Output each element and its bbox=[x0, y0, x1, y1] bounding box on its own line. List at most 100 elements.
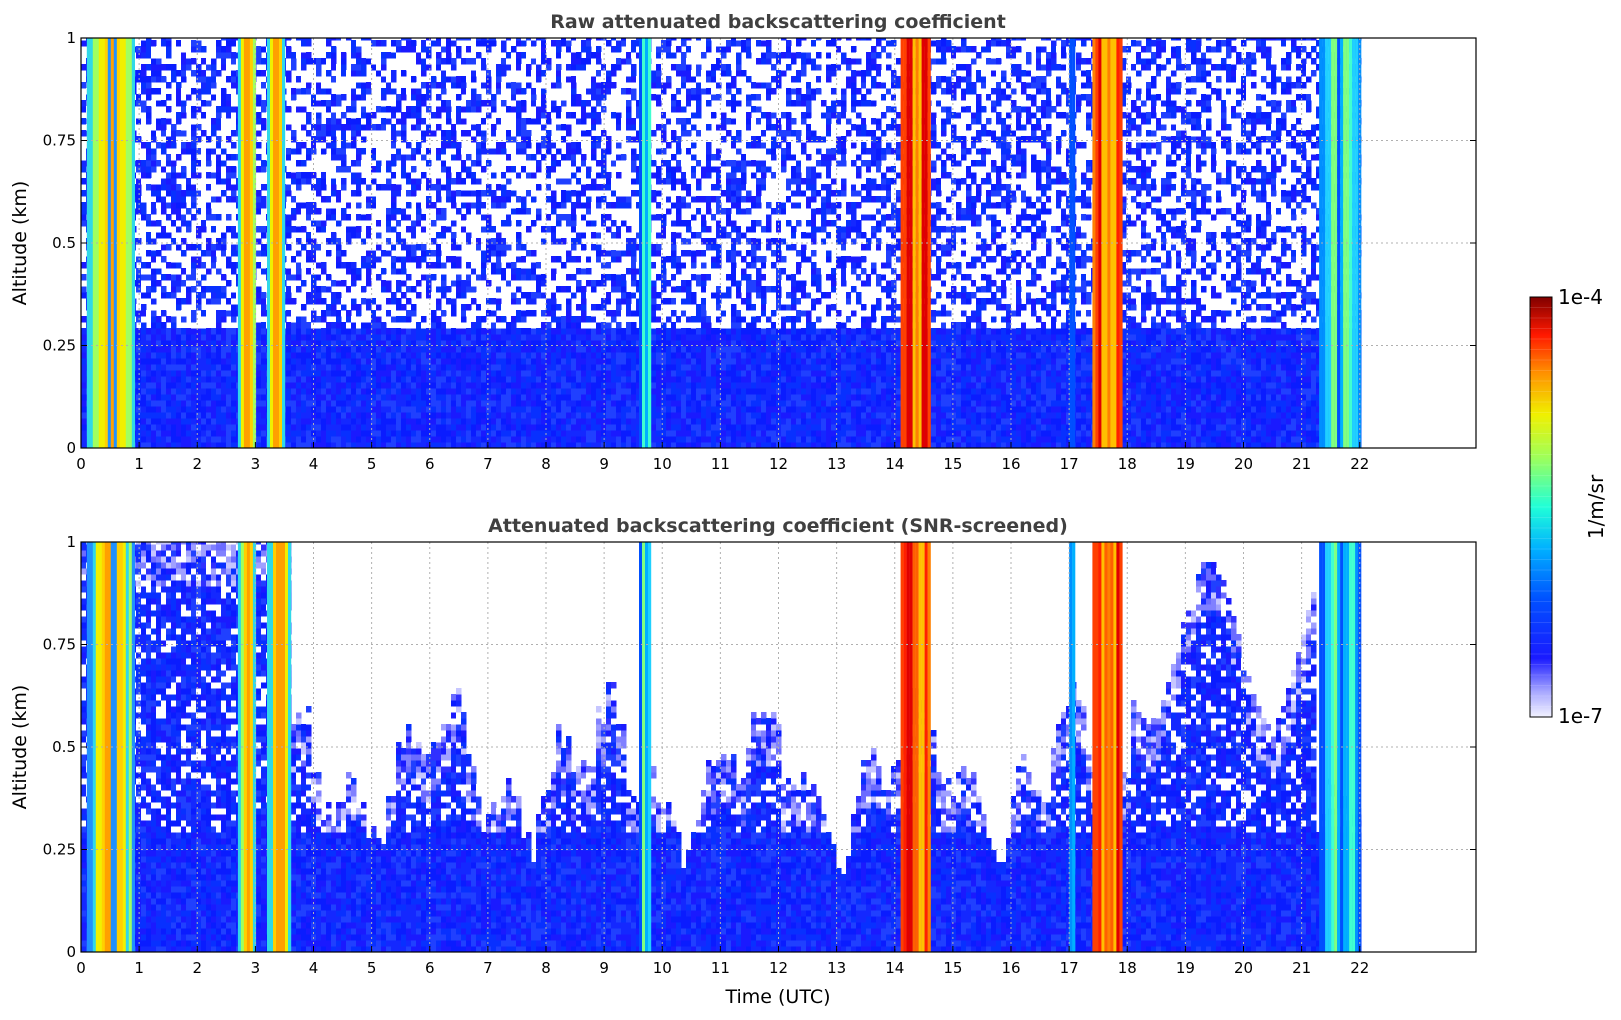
heatmap-cell bbox=[351, 232, 357, 239]
heatmap-cell bbox=[311, 244, 317, 251]
heatmap-cell bbox=[226, 376, 232, 383]
heatmap-cell bbox=[496, 46, 502, 53]
heatmap-cell bbox=[226, 256, 232, 263]
heatmap-cell bbox=[461, 190, 467, 197]
heatmap-cell bbox=[431, 76, 437, 83]
heatmap-cell bbox=[206, 214, 212, 221]
heatmap-cell bbox=[181, 142, 187, 149]
heatmap-cell bbox=[536, 280, 542, 287]
heatmap-cell bbox=[166, 436, 172, 443]
heatmap-cell bbox=[146, 38, 152, 41]
heatmap-cell bbox=[421, 220, 427, 227]
heatmap-cell bbox=[411, 238, 417, 245]
heatmap-cell bbox=[446, 430, 452, 437]
heatmap-cell bbox=[451, 358, 457, 365]
heatmap-cell bbox=[361, 328, 367, 335]
heatmap-cell bbox=[186, 328, 192, 335]
heatmap-cell bbox=[431, 130, 437, 137]
heatmap-cell bbox=[391, 412, 397, 419]
heatmap-cell bbox=[311, 418, 317, 425]
heatmap-cell bbox=[511, 184, 517, 191]
heatmap-cell bbox=[391, 400, 397, 407]
heatmap-cell bbox=[341, 376, 347, 383]
heatmap-cell bbox=[441, 394, 447, 401]
heatmap-cell bbox=[181, 280, 187, 287]
heatmap-cell bbox=[151, 268, 157, 275]
heatmap-cell bbox=[336, 76, 342, 83]
heatmap-cell bbox=[556, 400, 562, 407]
heatmap-cell bbox=[216, 310, 222, 317]
heatmap-cell bbox=[311, 94, 317, 101]
heatmap-cell bbox=[421, 184, 427, 191]
heatmap-cell bbox=[156, 382, 162, 389]
heatmap-cell bbox=[221, 94, 227, 101]
heatmap-cell bbox=[506, 334, 512, 341]
heatmap-cell bbox=[396, 148, 402, 155]
heatmap-cell bbox=[501, 412, 507, 419]
heatmap-cell bbox=[546, 442, 552, 448]
heatmap-cell bbox=[301, 394, 307, 401]
heatmap-cell bbox=[156, 322, 162, 329]
heatmap-cell bbox=[191, 178, 197, 185]
heatmap-cell bbox=[391, 316, 397, 323]
heatmap-cell bbox=[551, 424, 557, 431]
heatmap-cell bbox=[466, 418, 472, 425]
heatmap-cell bbox=[226, 298, 232, 305]
heatmap-cell bbox=[196, 352, 202, 359]
heatmap-cell bbox=[181, 424, 187, 431]
heatmap-cell bbox=[451, 88, 457, 95]
heatmap-cell bbox=[386, 226, 392, 233]
heatmap-cell bbox=[466, 238, 472, 245]
heatmap-cell bbox=[376, 298, 382, 305]
heatmap-cell bbox=[531, 166, 537, 173]
heatmap-cell bbox=[176, 202, 182, 209]
heatmap-cell bbox=[226, 40, 232, 47]
heatmap-cell bbox=[221, 118, 227, 125]
heatmap-cell bbox=[541, 400, 547, 407]
heatmap-cell bbox=[221, 244, 227, 251]
heatmap-cell bbox=[451, 202, 457, 209]
heatmap-cell bbox=[161, 82, 167, 89]
heatmap-cell bbox=[186, 106, 192, 113]
heatmap-cell bbox=[421, 322, 427, 329]
heatmap-cell bbox=[371, 256, 377, 263]
heatmap-cell bbox=[396, 124, 402, 131]
heatmap-cell bbox=[211, 292, 217, 299]
heatmap-cell bbox=[201, 406, 207, 413]
heatmap-cell bbox=[521, 292, 527, 299]
heatmap-cell bbox=[521, 106, 527, 113]
heatmap-cell bbox=[456, 382, 462, 389]
heatmap-cell bbox=[331, 220, 337, 227]
heatmap-cell bbox=[231, 190, 237, 197]
heatmap-cell bbox=[296, 364, 302, 371]
heatmap-cell bbox=[461, 376, 467, 383]
heatmap-cell bbox=[346, 394, 352, 401]
heatmap-cell bbox=[231, 142, 237, 149]
heatmap-cell bbox=[531, 316, 537, 323]
heatmap-cell bbox=[406, 40, 412, 47]
heatmap-cell bbox=[386, 178, 392, 185]
heatmap-cell bbox=[81, 382, 87, 389]
heatmap-cell bbox=[361, 424, 367, 431]
heatmap-cell bbox=[391, 70, 397, 77]
heatmap-cell bbox=[391, 46, 397, 53]
heatmap-cell bbox=[411, 418, 417, 425]
heatmap-cell bbox=[541, 232, 547, 239]
heatmap-cell bbox=[501, 352, 507, 359]
heatmap-cell bbox=[366, 382, 372, 389]
heatmap-cell bbox=[466, 142, 472, 149]
heatmap-cell bbox=[206, 118, 212, 125]
heatmap-cell bbox=[141, 196, 147, 203]
heatmap-cell bbox=[141, 88, 147, 95]
heatmap-cell bbox=[551, 136, 557, 143]
heatmap-cell bbox=[541, 364, 547, 371]
heatmap-cell bbox=[431, 166, 437, 173]
heatmap-cell bbox=[556, 328, 562, 335]
heatmap-cell bbox=[181, 400, 187, 407]
heatmap-cell bbox=[176, 154, 182, 161]
heatmap-cell bbox=[81, 208, 87, 215]
heatmap-cell bbox=[381, 94, 387, 101]
heatmap-cell bbox=[301, 58, 307, 65]
heatmap-cell bbox=[486, 298, 492, 305]
heatmap-cell bbox=[446, 100, 452, 107]
